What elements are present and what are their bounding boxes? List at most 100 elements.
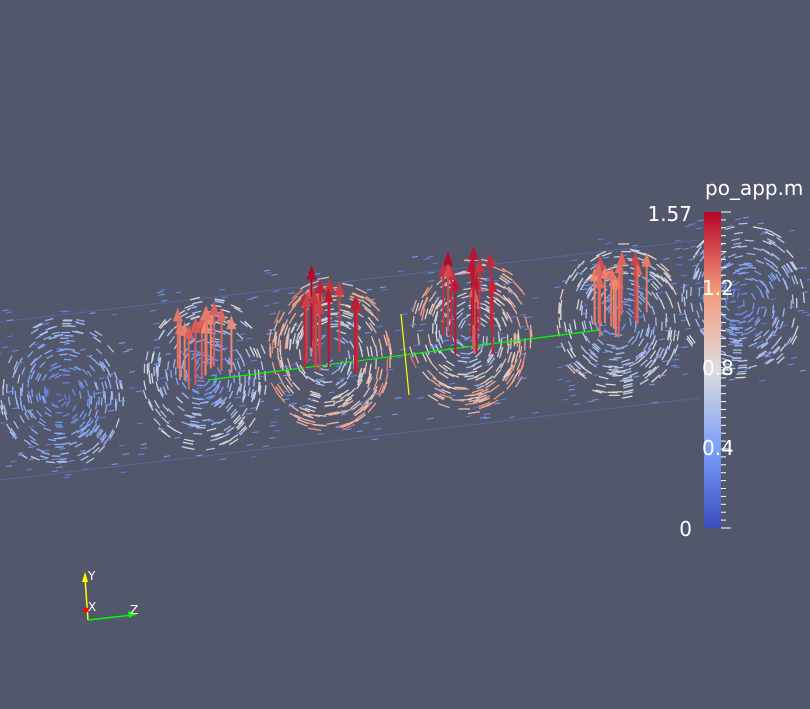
vector-glyph [677,302,682,314]
vector-glyph [484,363,492,366]
vector-glyph [309,394,321,399]
vector-glyph [346,321,356,328]
vector-glyph [385,334,391,347]
vector-glyph [568,323,573,334]
vector-glyph [410,323,417,326]
vector-glyph [648,270,657,278]
vector-glyph [271,361,277,375]
vector-glyph [239,369,246,372]
vector-glyph [732,269,740,275]
vector-glyph [623,298,633,302]
vector-glyph [652,374,661,382]
vector-glyph [760,306,767,309]
vector-glyph [111,391,114,400]
vector-glyph [684,327,691,330]
vector-glyph [263,269,270,272]
vector-glyph [747,317,755,323]
vector-glyph [479,316,488,324]
vector-glyph [481,289,489,292]
vector-glyph [342,311,354,318]
vector-glyph [289,338,292,350]
vector-glyph [652,340,658,350]
vector-glyph [28,341,36,348]
vector-glyph [752,226,763,230]
vector-glyph [269,345,272,359]
vector-glyph [451,398,465,402]
vector-glyph [13,360,19,370]
vector-glyph [12,407,19,410]
vector-glyph [758,379,765,382]
vector-glyph [391,413,398,416]
vector-glyph [588,348,596,356]
vector-glyph [242,384,246,394]
vector-glyph [341,407,353,415]
vector-glyph [486,353,493,362]
vector-glyph [96,428,102,436]
vector-glyph [721,357,731,362]
vector-glyph [91,442,100,450]
vector-glyph [78,431,87,439]
vector-glyph [19,396,23,406]
vector-glyph [518,345,523,359]
vector-glyph [241,407,248,417]
vector-glyph [37,373,42,382]
vector-glyph [297,418,310,425]
vector-glyph [95,392,102,395]
vector-glyph [478,397,491,404]
vector-glyph [271,273,278,276]
vector-glyph [95,348,103,355]
vector-glyph [730,320,737,323]
vector-glyph [257,369,260,381]
vector-glyph [347,350,351,360]
vector-glyph [726,262,734,268]
vector-glyph [434,343,441,354]
vector-glyph [99,416,106,419]
vector-glyph [588,361,597,368]
vector-glyph [748,342,758,347]
vector-glyph [494,402,501,405]
vector-glyph [419,323,426,326]
vector-glyph [475,394,487,400]
vector-glyph [193,432,203,435]
vector-glyph [76,318,85,323]
vector-glyph [14,365,19,374]
vector-glyph [120,471,127,474]
vector-glyph [759,232,766,235]
vector-glyph [752,302,755,311]
vector-glyph [726,225,733,228]
vector-glyph [432,393,444,401]
vector-glyph [457,292,467,298]
vector-glyph [507,297,517,308]
vector-glyph [582,332,588,342]
vector-glyph [510,354,516,367]
vector-glyph [0,366,1,368]
vector-glyph [664,348,671,351]
vector-glyph [668,327,672,338]
vector-glyph [12,369,16,378]
vector-glyph [742,271,749,274]
vector-glyph [426,369,437,380]
vector-glyph [38,392,42,401]
vector-glyph [651,305,656,315]
vector-glyph [83,448,92,455]
vector-glyph [360,401,370,411]
vector-glyph [273,310,281,324]
vector-glyph [579,300,583,311]
vector-glyph [58,447,65,450]
vector-glyph [275,386,284,397]
vector-glyph [695,282,702,285]
vector-glyph [651,291,659,301]
vector-glyph [328,391,335,394]
vector-glyph [365,372,371,385]
vector-glyph [478,401,491,408]
vector-glyph [143,380,147,391]
vector-glyph [342,423,356,431]
vector-glyph [519,313,526,316]
vector-glyph [680,319,687,322]
vector-glyph [195,397,204,400]
vector-glyph [226,426,235,434]
vector-glyph [284,336,288,350]
vector-glyph [769,273,776,281]
